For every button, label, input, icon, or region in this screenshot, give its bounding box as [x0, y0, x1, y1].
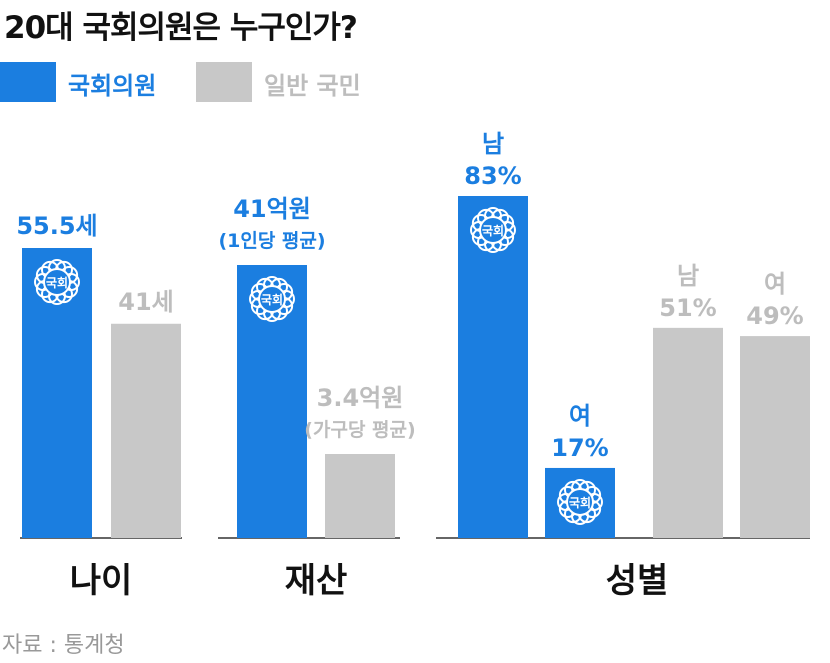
legend-label-member: 국회의원 [68, 72, 157, 100]
bar [325, 454, 395, 538]
data-label: 41억원 [233, 195, 311, 223]
assembly-seal-icon: 국회 [34, 259, 80, 305]
svg-text:국회: 국회 [46, 275, 68, 290]
bar-sublabel: 남 [482, 130, 504, 158]
svg-text:국회: 국회 [261, 292, 283, 307]
data-label: 55.5세 [16, 212, 97, 240]
assembly-seal-icon: 국회 [249, 276, 295, 322]
data-label: 49% [746, 302, 803, 330]
assembly-seal-icon: 국회 [557, 478, 603, 525]
legend-swatch-member [0, 62, 56, 102]
bar-sublabel: 여 [569, 402, 591, 430]
bar-sublabel: 남 [677, 262, 699, 290]
data-label: 83% [464, 162, 521, 190]
category-label: 성별 [606, 561, 669, 601]
category-label: 나이 [70, 561, 133, 601]
svg-text:국회: 국회 [569, 495, 591, 510]
bar-sublabel: (가구당 평균) [304, 419, 415, 441]
source-note: 자료 : 통계청 [2, 633, 125, 658]
bar [740, 336, 810, 538]
assembly-seal-icon: 국회 [470, 207, 516, 253]
svg-text:국회: 국회 [482, 223, 504, 238]
bar-sublabel: 여 [764, 270, 786, 298]
data-label: 51% [659, 294, 716, 322]
chart-title: 20대 국회의원은 누구인가? [4, 10, 358, 46]
category-label: 재산 [285, 561, 348, 601]
bar-sublabel: (1인당 평균) [218, 230, 325, 252]
data-label: 17% [551, 434, 608, 462]
bar [111, 323, 181, 538]
data-label: 3.4억원 [317, 384, 404, 412]
bar [653, 327, 723, 538]
legend-label-general: 일반 국민 [264, 72, 361, 100]
legend-swatch-general [196, 62, 252, 102]
data-label: 41세 [118, 288, 173, 316]
